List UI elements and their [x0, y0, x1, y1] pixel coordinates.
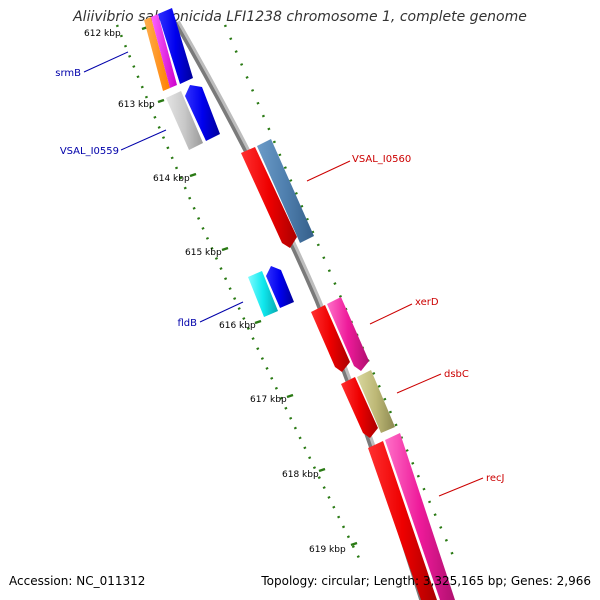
kbp-label: 612 kbp — [84, 29, 121, 39]
gene-xerD-red[interactable] — [311, 305, 350, 372]
gene-srmB-violet-segment[interactable] — [151, 14, 177, 88]
gene-label-dsbC[interactable]: dsbC — [444, 369, 469, 380]
kbp-tick-mark — [254, 319, 262, 325]
label-leader-srmB — [83, 51, 129, 73]
gene-label-xerD[interactable]: xerD — [415, 297, 439, 308]
kbp-label: 615 kbp — [185, 248, 222, 258]
gene-VSAL_I0560-steel[interactable] — [257, 139, 314, 243]
gene-recJ-red[interactable] — [368, 441, 437, 600]
gene-VSAL_I0559-grey[interactable] — [166, 91, 203, 150]
kbp-label: 614 kbp — [153, 174, 190, 184]
kbp-label: 616 kbp — [219, 321, 256, 331]
label-leader-VSAL_I0560 — [306, 160, 351, 182]
gene-recJ-pink[interactable] — [385, 433, 455, 600]
kbp-tick-mark — [318, 467, 326, 473]
label-leader-fldB — [199, 301, 244, 323]
gene-label-fldB[interactable]: fldB — [177, 318, 197, 329]
gene-VSAL_I0559-blue[interactable] — [185, 85, 220, 141]
label-leader-dsbC — [396, 373, 442, 394]
kbp-label: 617 kbp — [250, 395, 287, 405]
label-leader-xerD — [369, 303, 413, 325]
label-leader-VSAL_I0559 — [120, 129, 167, 151]
gene-label-VSAL_I0559[interactable]: VSAL_I0559 — [60, 146, 119, 157]
gene-label-VSAL_I0560[interactable]: VSAL_I0560 — [352, 154, 411, 165]
map-title: Aliivibrio salmonicida LFI1238 chromosom… — [73, 9, 527, 25]
kbp-label: 618 kbp — [282, 470, 319, 480]
outer-dotted-track — [223, 24, 457, 561]
kbp-tick-mark — [350, 541, 358, 547]
kbp-tick-mark — [221, 246, 229, 252]
chromosome-backbone-shadow — [174, 20, 426, 600]
kbp-tick-mark — [189, 172, 197, 178]
kbp-label: 613 kbp — [118, 100, 155, 110]
gene-xerD-pink[interactable] — [327, 297, 369, 371]
gene-dsbC-olive[interactable] — [357, 370, 395, 433]
label-leader-recJ — [438, 477, 484, 497]
gene-label-recJ[interactable]: recJ — [486, 473, 505, 484]
kbp-tick-mark — [157, 98, 165, 104]
accession-text: Accession: NC_011312 — [9, 574, 146, 588]
gene-srmB-orange-segment[interactable] — [144, 17, 170, 91]
gene-fldB-cyan[interactable] — [248, 271, 278, 317]
kbp-tick-mark — [286, 393, 294, 399]
gene-VSAL_I0560-red[interactable] — [241, 147, 297, 248]
chromosome-backbone — [173, 21, 423, 600]
gene-dsbC-red[interactable] — [341, 377, 378, 438]
gene-srmB[interactable] — [158, 8, 193, 84]
kbp-label: 619 kbp — [309, 545, 346, 555]
gene-label-srmB[interactable]: srmB — [55, 68, 81, 79]
gene-fldB-blue[interactable] — [266, 266, 294, 308]
genome-summary-text: Topology: circular; Length: 3,325,165 bp… — [261, 574, 591, 588]
